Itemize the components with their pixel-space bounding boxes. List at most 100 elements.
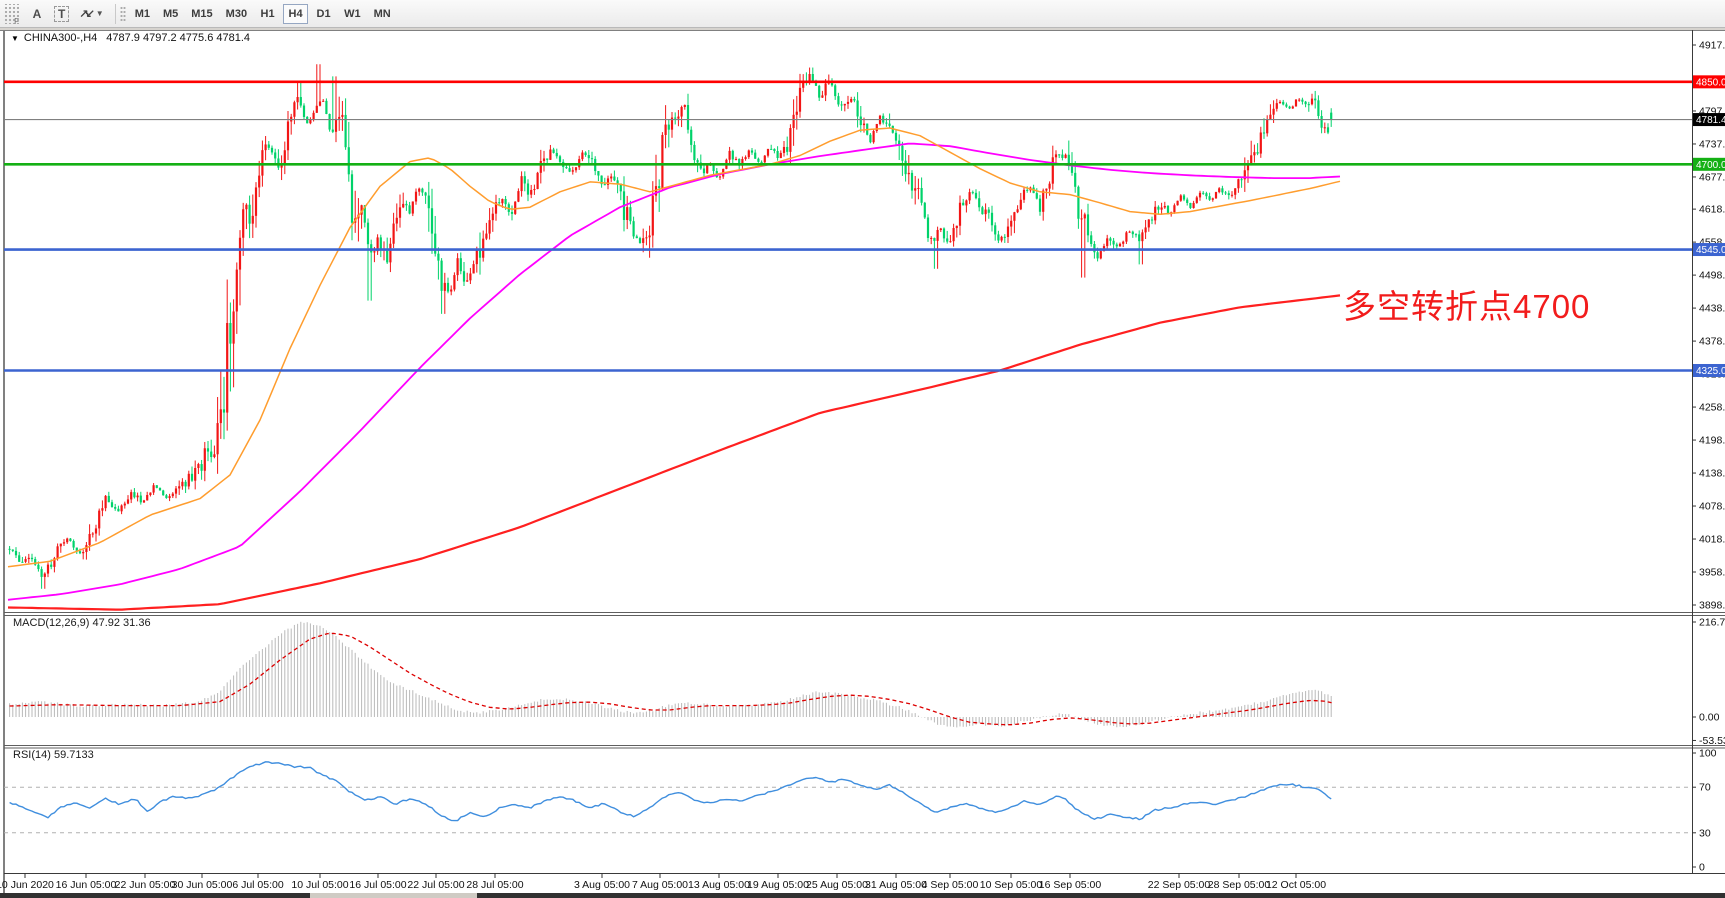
rsi-tick-label: 0 — [1699, 862, 1705, 874]
price-tick-label: 4138.5 — [1699, 468, 1725, 480]
timeframe-toolbar: M1 M5 M15 M30 H1 H4 D1 W1 MN — [130, 3, 396, 24]
toolbar-grip-icon[interactable]: F — [3, 3, 19, 26]
price-badge-4781.4 — [1693, 113, 1725, 127]
macd-tick-label: -53.53 — [1699, 735, 1725, 747]
macd-indicator-label: MACD(12,26,9) 47.92 31.36 — [13, 617, 151, 629]
time-tick-label: 3 Aug 05:00 — [574, 879, 630, 891]
time-tick-label: 16 Jun 05:00 — [56, 879, 117, 891]
ma-line-magenta — [7, 142, 1341, 601]
bottom-edge-gap — [310, 893, 477, 898]
arrows-icon: ↗↙ — [79, 8, 95, 20]
bottom-edge-bar-right — [477, 893, 1725, 898]
price-tick-label: 4737.0 — [1699, 138, 1725, 150]
main-price-panel — [4, 64, 1692, 611]
timeframe-button-m15[interactable]: M15 — [186, 4, 217, 24]
price-tick-label: 4078.5 — [1699, 501, 1725, 513]
time-tick-label: 31 Aug 05:00 — [865, 879, 927, 891]
price-tick-label: 4438.5 — [1699, 303, 1725, 315]
toolbar-separator — [114, 3, 116, 24]
chart-window-top-border — [0, 30, 1725, 31]
panel-separator-1a — [4, 612, 1725, 613]
rsi-panel — [4, 761, 1692, 834]
price-axis-border — [1692, 30, 1693, 873]
timeframe-button-d1[interactable]: D1 — [311, 4, 336, 24]
time-tick-label: 19 Aug 05:00 — [747, 879, 809, 891]
font-tool-button[interactable]: A — [26, 3, 48, 24]
time-tick-label: 30 Jun 05:00 — [172, 879, 233, 891]
dropdown-caret-icon[interactable]: ▼ — [95, 9, 104, 18]
toolbar-chart-divider — [0, 28, 1725, 30]
time-tick-label: 12 Oct 05:00 — [1266, 879, 1326, 891]
time-tick-label: 28 Jul 05:00 — [466, 879, 523, 891]
arrows-tool-button[interactable]: ↗↙ ▼ — [75, 3, 107, 24]
price-badge-label: 4325.0 — [1696, 366, 1725, 377]
macd-tick-label: 0.00 — [1699, 712, 1720, 724]
price-tick-label: 3958.5 — [1699, 567, 1725, 579]
panel-separator-2b — [4, 747, 1725, 749]
timeframe-toolbar-grip-icon[interactable] — [119, 4, 126, 23]
ohlc-values: 4787.9 4797.2 4775.6 4781.4 — [106, 32, 251, 44]
time-tick-label: 16 Jul 05:00 — [349, 879, 406, 891]
bottom-edge-bar-left — [0, 893, 310, 898]
time-tick-label: 16 Sep 05:00 — [1039, 879, 1102, 891]
price-tick-label: 4378.5 — [1699, 336, 1725, 348]
timeframe-button-m30[interactable]: M30 — [221, 4, 252, 24]
rsi-indicator-label: RSI(14) 59.7133 — [13, 749, 94, 761]
timeframe-button-h1[interactable]: H1 — [255, 4, 280, 24]
macd-panel — [9, 621, 1335, 728]
price-tick-label: 4677.0 — [1699, 171, 1725, 183]
price-badges: 4850.0 4781.4 4700.0 4545.0 4325.0 — [1693, 75, 1725, 377]
price-badge-label: 4700.0 — [1696, 160, 1725, 171]
chart-window-left-border — [3, 30, 5, 893]
text-tool-button[interactable]: T — [50, 3, 73, 24]
ma-line-red — [7, 294, 1341, 611]
time-tick-label: 13 Aug 05:00 — [688, 879, 750, 891]
chart-text-annotation[interactable]: 多空转折点4700 — [1343, 288, 1591, 325]
toolbar: F A T ↗↙ ▼ M1 M5 M15 M30 H1 H4 D1 W1 MN — [0, 0, 1725, 28]
timeframe-button-mn[interactable]: MN — [369, 4, 396, 24]
text-tool-icon: T — [54, 5, 70, 22]
symbol-dropdown-icon[interactable]: ▼ — [11, 33, 19, 43]
time-tick-label: 6 Jul 05:00 — [232, 879, 284, 891]
timeframe-button-w1[interactable]: W1 — [339, 4, 366, 24]
price-tick-label: 4498.5 — [1699, 270, 1725, 282]
panel-separator-1b — [4, 615, 1725, 616]
price-tick-label: 4018.5 — [1699, 534, 1725, 546]
chart-title: ▼ CHINA300-,H4 4787.9 4797.2 4775.6 4781… — [11, 32, 250, 44]
time-tick-label: 22 Sep 05:00 — [1148, 879, 1211, 891]
time-axis-border — [4, 873, 1725, 874]
macd-tick-label: 216.78 — [1699, 617, 1725, 629]
rsi-tick-label: 30 — [1699, 827, 1711, 839]
time-tick-label: 10 Sep 05:00 — [980, 879, 1043, 891]
price-tick-label: 4198.5 — [1699, 435, 1725, 447]
price-badge-4700.0 — [1693, 157, 1725, 171]
symbol-timeframe-label: CHINA300-,H4 — [23, 32, 98, 44]
time-tick-label: 22 Jul 05:00 — [407, 879, 464, 891]
rsi-line — [9, 761, 1332, 822]
rsi-tick-label: 70 — [1699, 782, 1711, 794]
candlestick-series — [8, 64, 1333, 589]
rsi-tick-label: 100 — [1699, 748, 1717, 760]
price-badge-label: 4545.0 — [1696, 245, 1725, 256]
time-tick-label: 10 Jun 2020 — [0, 879, 54, 891]
timeframe-button-m5[interactable]: M5 — [158, 4, 183, 24]
time-tick-label: 28 Sep 05:00 — [1208, 879, 1271, 891]
timeframe-button-m1[interactable]: M1 — [130, 4, 155, 24]
macd-signal-line — [9, 632, 1335, 726]
price-tick-label: 4917.0 — [1699, 40, 1725, 52]
font-tool-icon: A — [32, 6, 42, 21]
time-tick-label: 4 Sep 05:00 — [922, 879, 979, 891]
time-tick-label: 25 Aug 05:00 — [806, 879, 868, 891]
price-tick-label: 4618.5 — [1699, 204, 1725, 216]
ma-line-orange — [7, 127, 1341, 568]
toolbar-grip-label: F — [14, 16, 19, 26]
time-tick-label: 10 Jul 05:00 — [291, 879, 348, 891]
axes: 4917.04797.04737.04677.04618.54558.54498… — [0, 40, 1725, 892]
price-badge-4325.0 — [1693, 363, 1725, 377]
time-tick-label: 7 Aug 05:00 — [632, 879, 688, 891]
price-badge-label: 4850.0 — [1696, 77, 1725, 88]
price-tick-label: 4258.5 — [1699, 402, 1725, 414]
timeframe-button-h4[interactable]: H4 — [283, 3, 309, 24]
